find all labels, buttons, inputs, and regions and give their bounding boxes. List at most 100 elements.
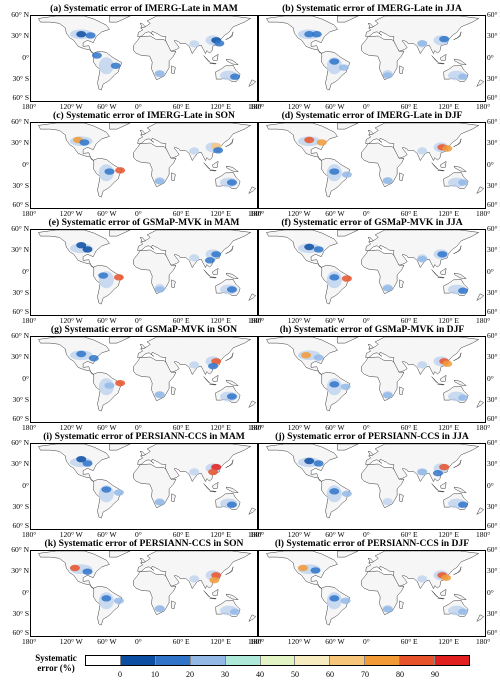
error-patch — [329, 274, 340, 281]
land-outline — [133, 570, 177, 616]
longitude-label: 120° W — [59, 316, 83, 325]
land-outline — [248, 400, 257, 408]
land-outline — [133, 35, 177, 81]
error-patch — [211, 463, 222, 471]
error-patch — [230, 608, 241, 615]
land-outline — [212, 481, 219, 489]
map-panel: (e) Systematic error of GSMaP-MVK in MAM… — [11, 217, 262, 325]
colorbar-swatch — [190, 656, 226, 665]
longitude-label: 0° — [363, 637, 370, 646]
longitude-label: 120° W — [287, 637, 311, 646]
longitude-label: 0° — [135, 316, 142, 325]
land-outline — [453, 245, 462, 254]
longitude-label: 180° — [250, 530, 265, 539]
error-patch — [82, 460, 93, 467]
longitude-label: 60° W — [97, 316, 117, 325]
land-outline — [225, 245, 234, 254]
world-map — [30, 122, 258, 209]
latitude-label: 60° N — [11, 10, 29, 19]
longitude-label: 120° E — [210, 209, 232, 218]
land-outline — [453, 352, 462, 361]
land-outline — [337, 551, 359, 558]
land-outline — [139, 343, 146, 350]
longitude-label: 60° W — [97, 637, 117, 646]
latitude-label: 30° N — [11, 352, 29, 362]
panel-title: (b) Systematic error of IMERG-Late in JJ… — [282, 3, 462, 14]
longitude-label: 0° — [135, 530, 142, 539]
error-patch — [458, 179, 469, 186]
latitude-label: 0° — [22, 266, 29, 276]
coverage-area — [417, 147, 428, 155]
land-outline — [440, 588, 447, 596]
latitude-label: 0° — [487, 159, 494, 169]
longitude-label: 60° W — [325, 637, 345, 646]
colorbar-tick-label: 50 — [291, 670, 299, 679]
error-patch — [211, 572, 222, 579]
land-outline — [367, 129, 374, 136]
error-patch — [458, 73, 469, 80]
error-patch — [211, 358, 222, 365]
land-outline — [209, 597, 217, 600]
latitude-label: 60° S — [12, 307, 29, 316]
error-patch — [442, 145, 453, 152]
error-patch — [101, 486, 112, 493]
land-outline — [109, 16, 131, 23]
longitude-label: 180° — [248, 209, 263, 218]
map-svg — [38, 16, 257, 91]
longitude-label: 60° E — [400, 316, 418, 325]
land-outline — [248, 293, 257, 301]
longitude-label: 180° — [250, 102, 265, 111]
land-outline — [453, 138, 462, 147]
land-outline — [476, 79, 485, 87]
error-patch — [417, 40, 428, 47]
error-patch — [104, 382, 115, 389]
land-outline — [361, 35, 405, 81]
land-outline — [225, 486, 239, 493]
land-outline — [440, 481, 447, 489]
latitude-label: 30° N — [11, 459, 29, 469]
longitude-label: 120° E — [210, 530, 232, 539]
land-outline — [337, 16, 359, 23]
land-outline — [337, 337, 359, 344]
longitude-label: 120° E — [438, 102, 460, 111]
land-outline — [453, 272, 467, 279]
map-panel: (f) Systematic error of GSMaP-MVK in JJA… — [250, 217, 500, 325]
longitude-label: 60° E — [400, 209, 418, 218]
error-patch — [113, 597, 124, 604]
land-outline — [171, 493, 176, 502]
land-outline — [212, 267, 219, 275]
world-map — [258, 229, 486, 316]
land-outline — [209, 62, 217, 65]
land-outline — [453, 593, 467, 600]
longitude-label: 60° E — [172, 316, 190, 325]
longitude-label: 180° — [476, 102, 491, 111]
error-patch — [417, 468, 428, 476]
panel-title: (d) Systematic error of IMERG-Late in DJ… — [281, 110, 463, 121]
longitude-label: 180° — [248, 316, 263, 325]
latitude-label: 30° S — [487, 394, 500, 404]
map-panel: (h) Systematic error of GSMaP-MVK in DJF… — [250, 324, 500, 432]
error-patch — [458, 287, 469, 294]
latitude-label: 0° — [487, 373, 494, 383]
world-map — [258, 550, 486, 637]
land-outline — [476, 293, 485, 301]
land-outline — [440, 267, 447, 275]
error-patch — [329, 488, 340, 495]
land-outline — [133, 249, 177, 295]
land-outline — [440, 53, 447, 61]
land-outline — [399, 600, 404, 609]
latitude-label: 30° N — [11, 31, 29, 41]
land-outline — [337, 444, 359, 451]
error-patch — [204, 257, 215, 264]
longitude-label: 120° W — [59, 637, 83, 646]
latitude-label: 60° S — [12, 200, 29, 209]
land-outline — [361, 570, 405, 616]
land-outline — [365, 16, 480, 55]
land-outline — [248, 507, 257, 515]
latitude-label: 30° S — [12, 608, 29, 618]
latitude-label: 30° S — [12, 180, 29, 190]
colorbar-swatch — [155, 656, 191, 665]
land-outline — [137, 337, 252, 376]
error-patch — [329, 168, 340, 175]
world-map — [258, 443, 486, 530]
